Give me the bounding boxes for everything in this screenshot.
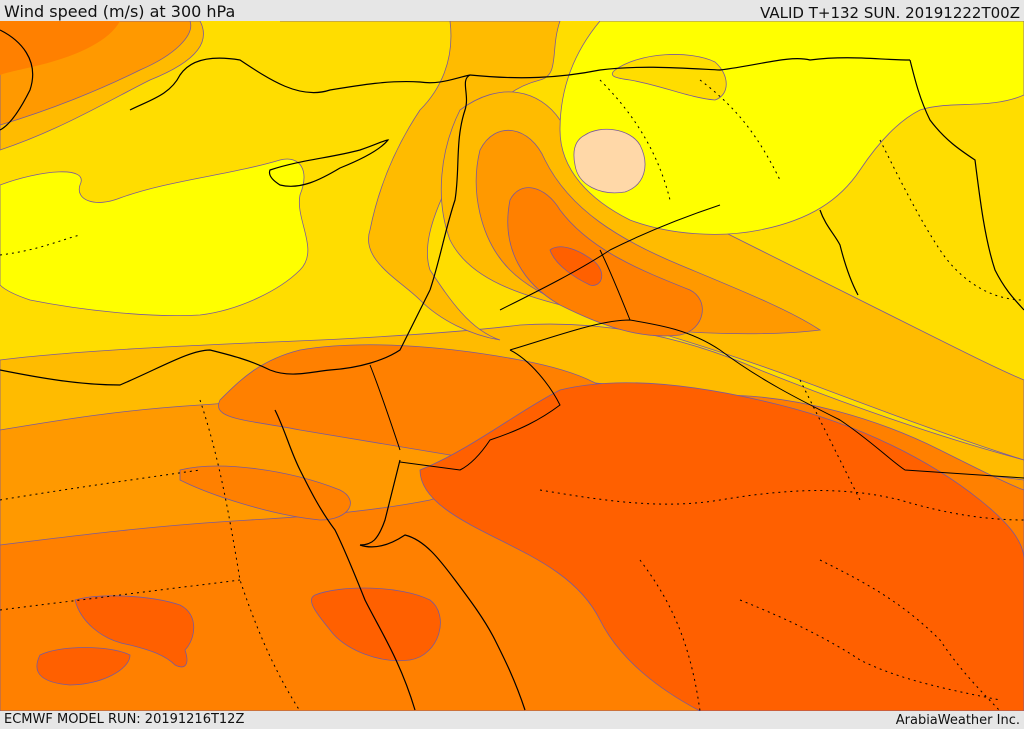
band-7-blob-3 [36, 647, 131, 686]
footer-bar: ECMWF MODEL RUN: 20191216T12Z ArabiaWeat… [0, 711, 1024, 729]
valid-time: VALID T+132 SUN. 20191222T00Z [760, 4, 1020, 22]
map-title: Wind speed (m/s) at 300 hPa [4, 2, 236, 21]
band-7-blob-2 [74, 595, 195, 668]
wind-speed-map [0, 21, 1024, 711]
band-3-island [611, 54, 727, 101]
internal-borders [0, 79, 1024, 711]
band-7-blob-1 [311, 587, 441, 662]
band-7-east [419, 382, 1024, 711]
model-run-label: ECMWF MODEL RUN: 20191216T12Z [4, 712, 245, 727]
coastlines [0, 29, 1024, 711]
header-bar: Wind speed (m/s) at 300 hPa VALID T+132 … [0, 0, 1024, 22]
borders [369, 204, 1024, 479]
band-6-strip [179, 465, 351, 521]
band-1-pocket [573, 128, 646, 194]
band-2-west [0, 158, 309, 317]
credit-label: ArabiaWeather Inc. [895, 713, 1020, 728]
band-7-jet-core [549, 246, 603, 286]
